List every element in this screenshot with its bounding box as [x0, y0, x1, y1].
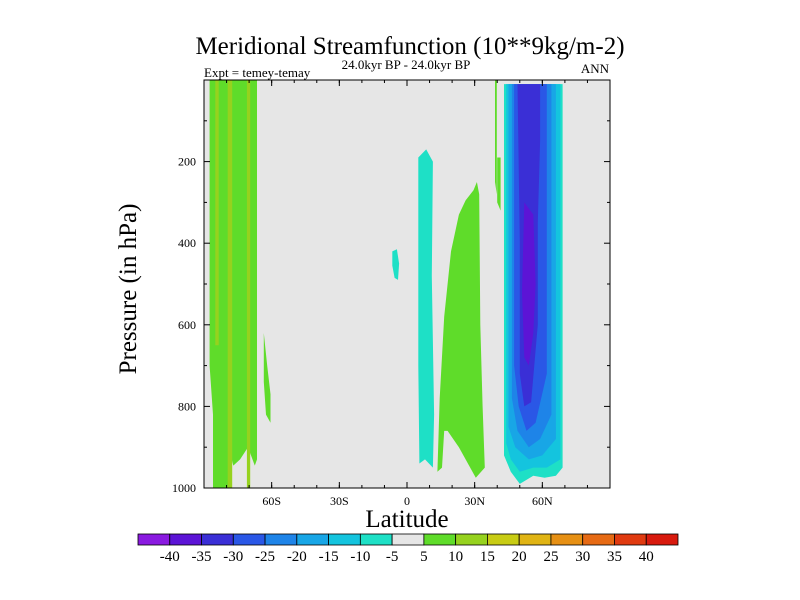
contour-equatorial-negative-small — [392, 249, 400, 280]
colorbar-label: -30 — [223, 549, 243, 565]
contour-nh-edge-positive-strip — [495, 80, 497, 195]
colorbar: -40 -35 -30 -25 -20 -15 -10 -5 5 10 15 20 25 30 35 40 — [137, 533, 679, 565]
colorbar-swatch — [518, 533, 552, 546]
contour-nh-subtropical-positive — [437, 182, 485, 478]
colorbar-label: -10 — [350, 549, 370, 565]
colorbar-swatch — [645, 533, 679, 546]
colorbar-swatch — [423, 533, 457, 546]
season-label: ANN — [581, 61, 610, 76]
y-tick-label: 1000 — [172, 481, 196, 495]
y-tick-label: 600 — [178, 318, 196, 332]
contour-southern-positive-column — [209, 80, 257, 466]
colorbar-label: 30 — [575, 549, 590, 565]
colorbar-label: 35 — [607, 549, 622, 565]
colorbar-label: 10 — [448, 549, 463, 565]
colorbar-label: -25 — [255, 549, 275, 565]
experiment-label: Expt = temey-temay — [204, 65, 311, 80]
colorbar-label: -35 — [192, 549, 212, 565]
contour-sh-midlat-positive-blob — [263, 333, 271, 423]
x-tick-label: 60N — [532, 494, 553, 508]
colorbar-swatch — [232, 533, 266, 546]
colorbar-label: 40 — [639, 549, 654, 565]
x-tick-label: 30S — [330, 494, 349, 508]
colorbar-label: 20 — [512, 549, 527, 565]
colorbar-label: 25 — [543, 549, 558, 565]
y-tick-label: 200 — [178, 155, 196, 169]
x-axis-label: Latitude — [365, 506, 448, 533]
colorbar-label: 5 — [420, 549, 428, 565]
y-axis: 200 400 600 800 1000 — [172, 120, 610, 495]
contour-southern-positive-column-core-c — [246, 80, 251, 488]
x-tick-label: 60S — [262, 494, 281, 508]
y-axis-label: Pressure (in hPa) — [115, 204, 142, 375]
colorbar-swatch — [614, 533, 647, 546]
colorbar-label: 15 — [480, 549, 495, 565]
colorbar-swatch — [359, 533, 393, 546]
colorbar-swatch — [455, 533, 488, 546]
colorbar-label: -20 — [287, 549, 307, 565]
colorbar-swatch — [264, 533, 298, 546]
colorbar-swatch — [169, 533, 202, 546]
colorbar-swatch — [296, 533, 329, 546]
y-tick-label: 800 — [178, 399, 196, 413]
colorbar-label: -15 — [319, 549, 339, 565]
chart-subtitle: 24.0kyr BP - 24.0kyr BP — [342, 57, 471, 72]
x-tick-label: 30N — [464, 494, 485, 508]
colorbar-swatch — [391, 533, 425, 546]
colorbar-swatch — [582, 533, 615, 546]
contour-regions — [209, 80, 563, 488]
x-axis: 60S 30S 0 30N 60N — [226, 80, 588, 508]
contour-nh-negative-cell-band-7 — [522, 202, 536, 366]
contour-equatorial-negative-column — [418, 149, 435, 468]
colorbar-swatch — [487, 533, 520, 546]
contour-nh-small-positive-strip — [497, 157, 501, 211]
colorbar-swatch — [550, 533, 584, 546]
x-tick-label: 0 — [404, 494, 410, 508]
colorbar-label: -40 — [160, 549, 180, 565]
contour-southern-positive-column-core-a — [215, 80, 219, 346]
chart-title: Meridional Streamfunction (10**9kg/m-2) — [195, 33, 624, 60]
colorbar-label: -5 — [386, 549, 399, 565]
y-tick-label: 400 — [178, 236, 196, 250]
colorbar-swatch — [137, 533, 171, 546]
colorbar-swatch — [201, 533, 234, 546]
colorbar-swatch — [328, 533, 361, 546]
contour-southern-positive-column-core-b — [227, 80, 233, 488]
